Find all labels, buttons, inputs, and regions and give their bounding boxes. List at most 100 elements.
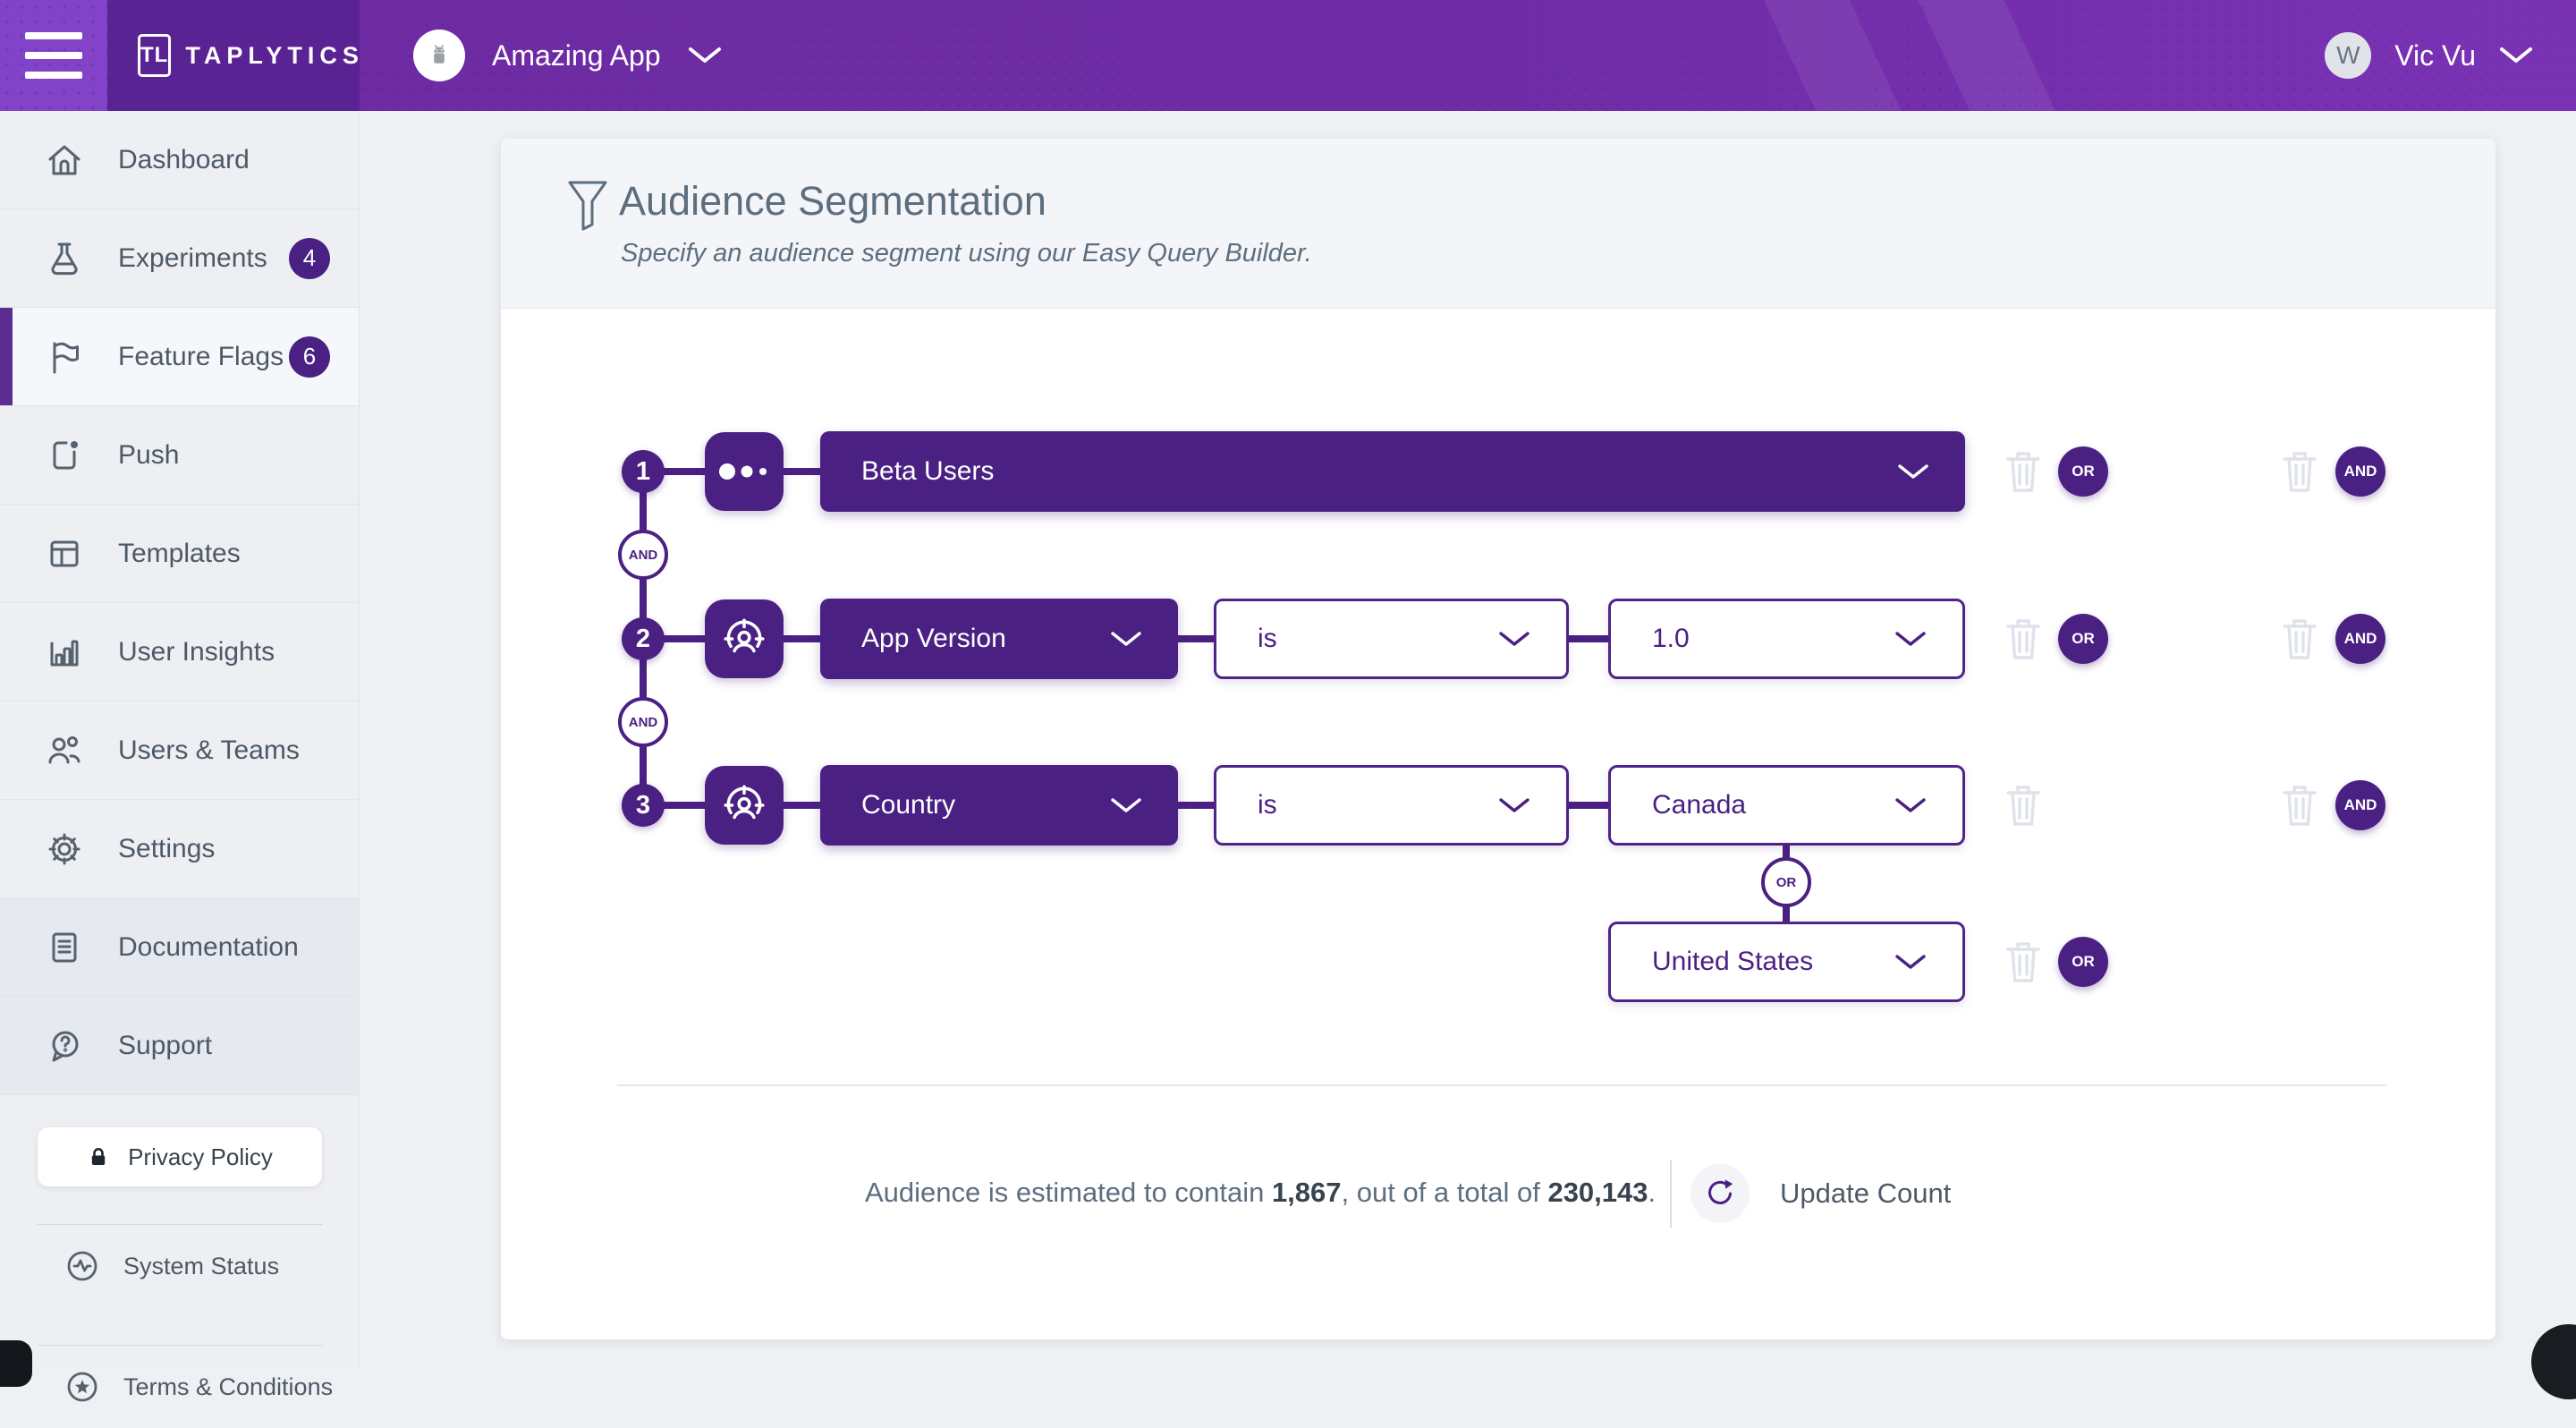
lock-icon <box>91 1148 106 1165</box>
or-connector-toggle[interactable]: OR <box>1761 857 1811 907</box>
sidebar-item-user-insights[interactable]: User Insights <box>0 603 359 701</box>
trash-icon[interactable] <box>2003 447 2044 496</box>
user-name: Vic Vu <box>2394 38 2476 72</box>
status-icon <box>67 1251 97 1281</box>
and-connector-toggle[interactable]: AND <box>618 530 668 580</box>
users-icon <box>48 735 80 763</box>
segment-dropdown[interactable]: Beta Users <box>820 431 1965 512</box>
sidebar-item-feature-flags[interactable]: Feature Flags 6 <box>0 308 359 406</box>
value-dropdown-value: Canada <box>1652 790 1747 820</box>
connector-line <box>1569 635 1608 642</box>
support-icon <box>52 1031 79 1061</box>
page-subtitle: Specify an audience segment using our Ea… <box>621 239 1312 268</box>
add-and-condition-button[interactable]: AND <box>2335 780 2385 830</box>
insights-icon <box>50 640 79 666</box>
add-or-condition-button[interactable]: OR <box>2058 614 2108 664</box>
app-selector-label: Amazing App <box>492 38 661 72</box>
add-or-condition-button[interactable]: OR <box>2058 937 2108 987</box>
chevron-down-icon <box>688 47 721 63</box>
flag-icon <box>53 342 79 373</box>
trash-icon[interactable] <box>2003 781 2044 829</box>
sidebar-item-documentation[interactable]: Documentation <box>0 898 359 997</box>
filter-funnel-icon <box>568 181 607 231</box>
flask-icon <box>51 242 78 275</box>
page-title: Audience Segmentation <box>619 178 1046 224</box>
chat-widget-corner[interactable] <box>0 1340 32 1387</box>
user-attribute-button[interactable] <box>705 599 784 678</box>
value-dropdown[interactable]: 1.0 <box>1608 599 1965 679</box>
user-target-icon <box>724 618 765 653</box>
refresh-icon <box>1708 1179 1733 1204</box>
terms-conditions-link[interactable]: Terms & Conditions <box>0 1346 359 1428</box>
footer-divider <box>617 1084 2386 1086</box>
trash-icon[interactable] <box>2279 781 2320 829</box>
chevron-down-icon <box>1111 797 1141 812</box>
chevron-down-icon <box>1499 631 1530 646</box>
sidebar-item-experiments[interactable]: Experiments 4 <box>0 209 359 308</box>
attribute-dropdown[interactable]: App Version <box>820 599 1178 679</box>
attribute-dropdown[interactable]: Country <box>820 765 1178 846</box>
add-and-condition-button[interactable]: AND <box>2335 446 2385 497</box>
android-icon <box>413 30 465 81</box>
operator-dropdown[interactable]: is <box>1214 765 1569 846</box>
attribute-dropdown-value: Country <box>861 790 956 820</box>
connector-line <box>1178 802 1214 809</box>
footer-separator <box>1670 1160 1672 1228</box>
user-target-icon <box>724 785 765 820</box>
chevron-down-icon <box>1895 797 1926 812</box>
trash-icon[interactable] <box>2279 615 2320 663</box>
operator-dropdown-value: is <box>1258 624 1277 653</box>
sidebar-item-label: Documentation <box>118 931 299 962</box>
hamburger-menu-button[interactable] <box>0 0 107 111</box>
user-menu[interactable]: W Vic Vu <box>2325 0 2533 111</box>
feature-flags-count-badge: 6 <box>289 336 330 378</box>
taplytics-logo: TL TAPLYTICS <box>107 0 360 111</box>
value-dropdown[interactable]: United States <box>1608 922 1965 1002</box>
operator-dropdown[interactable]: is <box>1214 599 1569 679</box>
estimate-total: 230,143 <box>1547 1177 1648 1208</box>
chevron-down-icon <box>1895 954 1926 969</box>
refresh-icon-button[interactable] <box>1690 1164 1750 1223</box>
sidebar: Dashboard Experiments 4 Feature Flags 6 … <box>0 111 360 1402</box>
home-icon <box>48 145 80 174</box>
add-or-condition-button[interactable]: OR <box>2058 446 2108 497</box>
audience-estimate-text: Audience is estimated to contain 1,867, … <box>865 1177 1656 1209</box>
sidebar-item-support[interactable]: Support <box>0 997 359 1095</box>
row-number: 3 <box>622 784 665 827</box>
dots-icon <box>719 463 767 480</box>
sidebar-item-dashboard[interactable]: Dashboard <box>0 111 359 209</box>
and-connector-toggle[interactable]: AND <box>618 697 668 747</box>
system-status-label: System Status <box>123 1252 280 1279</box>
update-count-button[interactable]: Update Count <box>1690 1164 1951 1223</box>
system-status-link[interactable]: System Status <box>0 1225 359 1307</box>
sidebar-item-settings[interactable]: Settings <box>0 800 359 898</box>
main-content: Audience Segmentation Specify an audienc… <box>360 111 2576 1369</box>
add-and-condition-button[interactable]: AND <box>2335 614 2385 664</box>
estimate-middle: , out of a total of <box>1341 1177 1548 1208</box>
taplytics-brand-name: TAPLYTICS <box>185 41 364 69</box>
sidebar-item-label: User Insights <box>118 636 275 667</box>
trash-icon[interactable] <box>2003 615 2044 663</box>
sidebar-item-users-teams[interactable]: Users & Teams <box>0 701 359 800</box>
segment-type-button[interactable] <box>705 432 784 511</box>
privacy-policy-label: Privacy Policy <box>128 1143 273 1170</box>
estimate-count: 1,867 <box>1271 1177 1342 1208</box>
row-number: 1 <box>622 450 665 493</box>
connector-line <box>1569 802 1608 809</box>
value-dropdown[interactable]: Canada <box>1608 765 1965 846</box>
user-attribute-button[interactable] <box>705 766 784 845</box>
privacy-policy-button[interactable]: Privacy Policy <box>38 1127 322 1186</box>
row-number: 2 <box>622 617 665 660</box>
chevron-down-icon <box>1898 463 1928 479</box>
sidebar-item-templates[interactable]: Templates <box>0 505 359 603</box>
sidebar-item-label: Settings <box>118 833 216 863</box>
segment-dropdown-value: Beta Users <box>861 456 995 486</box>
trash-icon[interactable] <box>2279 447 2320 496</box>
app-selector[interactable]: Amazing App <box>413 0 722 111</box>
card-header: Audience Segmentation Specify an audienc… <box>501 139 2496 309</box>
trash-icon[interactable] <box>2003 938 2044 986</box>
operator-dropdown-value: is <box>1258 790 1277 820</box>
sidebar-item-push[interactable]: Push <box>0 406 359 505</box>
chevron-down-icon <box>2500 47 2532 63</box>
value-dropdown-value: 1.0 <box>1652 624 1690 653</box>
